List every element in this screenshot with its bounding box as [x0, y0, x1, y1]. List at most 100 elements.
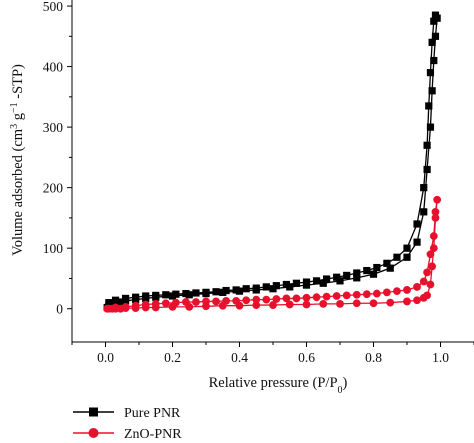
data-point-pure-pnr	[386, 264, 394, 272]
x-tick-label-0: 0.0	[97, 350, 114, 365]
data-point-zno-pnr	[222, 296, 231, 305]
y-axis-label: Volume adsorbed (cm3 g−1 -STP)	[9, 64, 27, 256]
data-point-pure-pnr	[383, 259, 391, 267]
data-point-pure-pnr	[132, 293, 140, 301]
legend-marker-pure-pnr	[89, 407, 98, 417]
series-layer	[103, 11, 442, 313]
legend-entry-pure-pnr: Pure PNR	[73, 406, 181, 421]
data-point-zno-pnr	[272, 295, 281, 303]
y-tick-label-100: 100	[43, 241, 64, 256]
data-point-pure-pnr	[353, 274, 361, 282]
data-point-pure-pnr	[428, 87, 436, 95]
data-point-pure-pnr	[430, 17, 438, 25]
data-point-zno-pnr	[141, 300, 150, 309]
data-point-zno-pnr	[423, 268, 431, 277]
x-tick-label-2: 0.4	[231, 350, 248, 365]
data-point-pure-pnr	[152, 291, 160, 299]
data-point-pure-pnr	[336, 277, 344, 285]
y-tick-label-0: 0	[56, 302, 63, 317]
x-tick-label-5: 1.0	[432, 350, 449, 365]
data-point-zno-pnr	[319, 299, 328, 308]
data-point-zno-pnr	[182, 298, 190, 306]
data-point-pure-pnr	[192, 289, 200, 297]
data-point-pure-pnr	[252, 284, 260, 292]
data-point-zno-pnr	[121, 302, 130, 311]
data-point-pure-pnr	[420, 208, 428, 216]
data-point-pure-pnr	[420, 184, 428, 192]
data-point-zno-pnr	[352, 290, 361, 299]
data-point-zno-pnr	[426, 250, 435, 259]
data-point-pure-pnr	[323, 275, 331, 283]
data-point-pure-pnr	[403, 253, 411, 261]
data-point-pure-pnr	[363, 266, 371, 275]
data-point-zno-pnr	[292, 294, 301, 303]
data-point-zno-pnr	[383, 288, 391, 297]
data-point-zno-pnr	[302, 293, 311, 302]
data-point-zno-pnr	[269, 301, 277, 309]
data-point-pure-pnr	[111, 296, 120, 304]
data-point-zno-pnr	[429, 244, 438, 253]
data-point-pure-pnr	[292, 279, 301, 287]
data-point-zno-pnr	[352, 299, 361, 308]
y-tick-label-300: 300	[43, 120, 64, 135]
data-point-zno-pnr	[423, 291, 431, 300]
data-point-pure-pnr	[182, 289, 190, 298]
data-point-pure-pnr	[369, 270, 378, 278]
data-point-pure-pnr	[162, 291, 170, 299]
data-point-zno-pnr	[282, 294, 291, 303]
legend-marker-zno-pnr	[88, 428, 99, 438]
data-point-pure-pnr	[105, 299, 113, 307]
data-point-pure-pnr	[122, 294, 130, 303]
data-point-pure-pnr	[423, 165, 431, 174]
data-point-pure-pnr	[282, 280, 290, 289]
data-point-pure-pnr	[242, 285, 250, 293]
legend-label-zno-pnr: ZnO-PNR	[124, 427, 182, 442]
data-point-zno-pnr	[302, 300, 311, 309]
data-point-pure-pnr	[393, 253, 401, 261]
data-point-pure-pnr	[302, 278, 311, 286]
legend-entry-zno-pnr: ZnO-PNR	[73, 427, 182, 442]
data-point-zno-pnr	[171, 298, 180, 307]
data-point-pure-pnr	[431, 11, 440, 19]
data-point-zno-pnr	[262, 295, 271, 304]
data-point-zno-pnr	[252, 301, 261, 309]
data-point-zno-pnr	[202, 297, 210, 306]
legend: Pure PNR ZnO-PNR	[73, 406, 182, 442]
data-point-pure-pnr	[426, 123, 435, 131]
data-point-zno-pnr	[151, 299, 160, 308]
data-point-zno-pnr	[431, 214, 440, 222]
data-point-zno-pnr	[312, 293, 321, 302]
data-point-pure-pnr	[312, 277, 321, 285]
data-point-zno-pnr	[431, 207, 440, 216]
data-point-pure-pnr	[202, 288, 210, 296]
data-point-pure-pnr	[431, 32, 440, 40]
data-point-zno-pnr	[413, 283, 421, 291]
data-point-zno-pnr	[433, 195, 442, 204]
data-point-zno-pnr	[369, 299, 378, 308]
data-point-zno-pnr	[386, 298, 395, 307]
data-point-pure-pnr	[428, 38, 436, 46]
data-point-pure-pnr	[413, 238, 421, 246]
data-point-pure-pnr	[343, 271, 351, 280]
data-point-zno-pnr	[232, 296, 241, 305]
data-point-zno-pnr	[131, 301, 140, 310]
data-point-pure-pnr	[426, 69, 435, 77]
data-point-pure-pnr	[425, 102, 433, 110]
data-point-zno-pnr	[332, 292, 341, 300]
data-point-zno-pnr	[419, 277, 428, 286]
data-point-zno-pnr	[285, 300, 294, 309]
data-point-zno-pnr	[111, 303, 120, 312]
data-point-pure-pnr	[333, 273, 341, 281]
data-point-zno-pnr	[428, 262, 437, 271]
data-point-zno-pnr	[429, 232, 438, 240]
data-point-pure-pnr	[142, 292, 150, 300]
legend-label-pure-pnr: Pure PNR	[124, 406, 181, 421]
data-point-pure-pnr	[430, 56, 438, 65]
data-point-pure-pnr	[373, 263, 381, 272]
data-point-zno-pnr	[372, 289, 381, 298]
x-tick-label-1: 0.2	[164, 350, 181, 365]
data-point-pure-pnr	[116, 298, 125, 306]
data-point-zno-pnr	[212, 297, 220, 306]
data-point-zno-pnr	[426, 280, 435, 289]
